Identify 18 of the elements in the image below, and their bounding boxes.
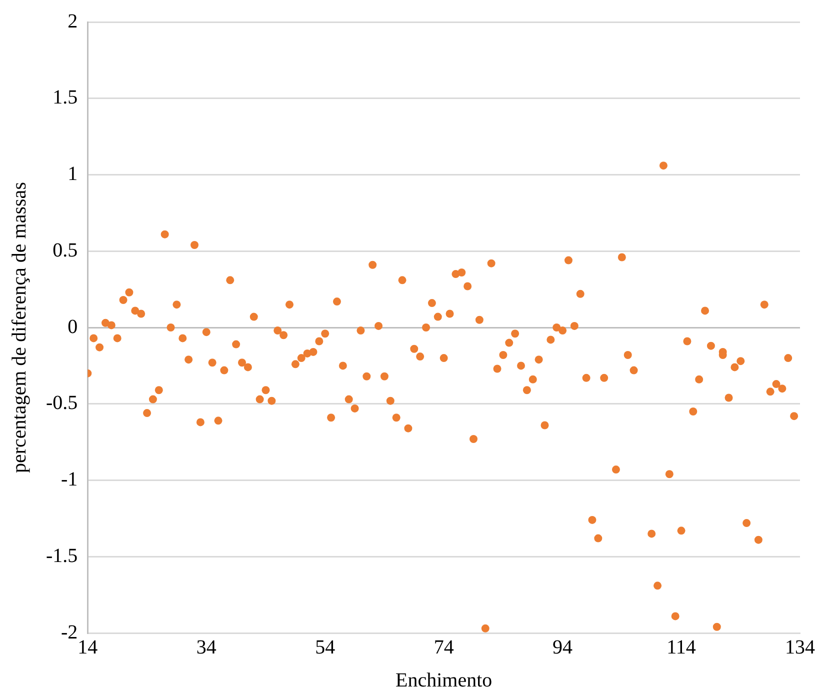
y-tick-label: 1 [68,163,78,185]
y-tick-label: -1.5 [46,544,78,567]
x-axis-title: Enchimento [396,669,492,692]
y-tick-label: -0.5 [46,392,78,414]
x-tick-label: 74 [434,636,454,658]
x-tick-label: 94 [552,636,573,658]
y-tick-label: -2 [60,621,78,644]
y-tick-label: 2 [68,10,78,32]
x-tick-label: 114 [666,636,696,658]
y-tick-label: -1 [60,468,78,490]
y-tick-label: 0 [68,316,78,338]
x-tick-label: 134 [785,636,815,658]
x-tick-label: 14 [78,636,98,658]
y-axis-title: percentagem de diferença de massas [8,182,30,473]
x-tick-label: 54 [315,636,336,658]
y-tick-label: 0.5 [52,239,78,262]
x-tick-label: 34 [196,636,216,658]
y-tick-label: 1.5 [52,86,78,109]
